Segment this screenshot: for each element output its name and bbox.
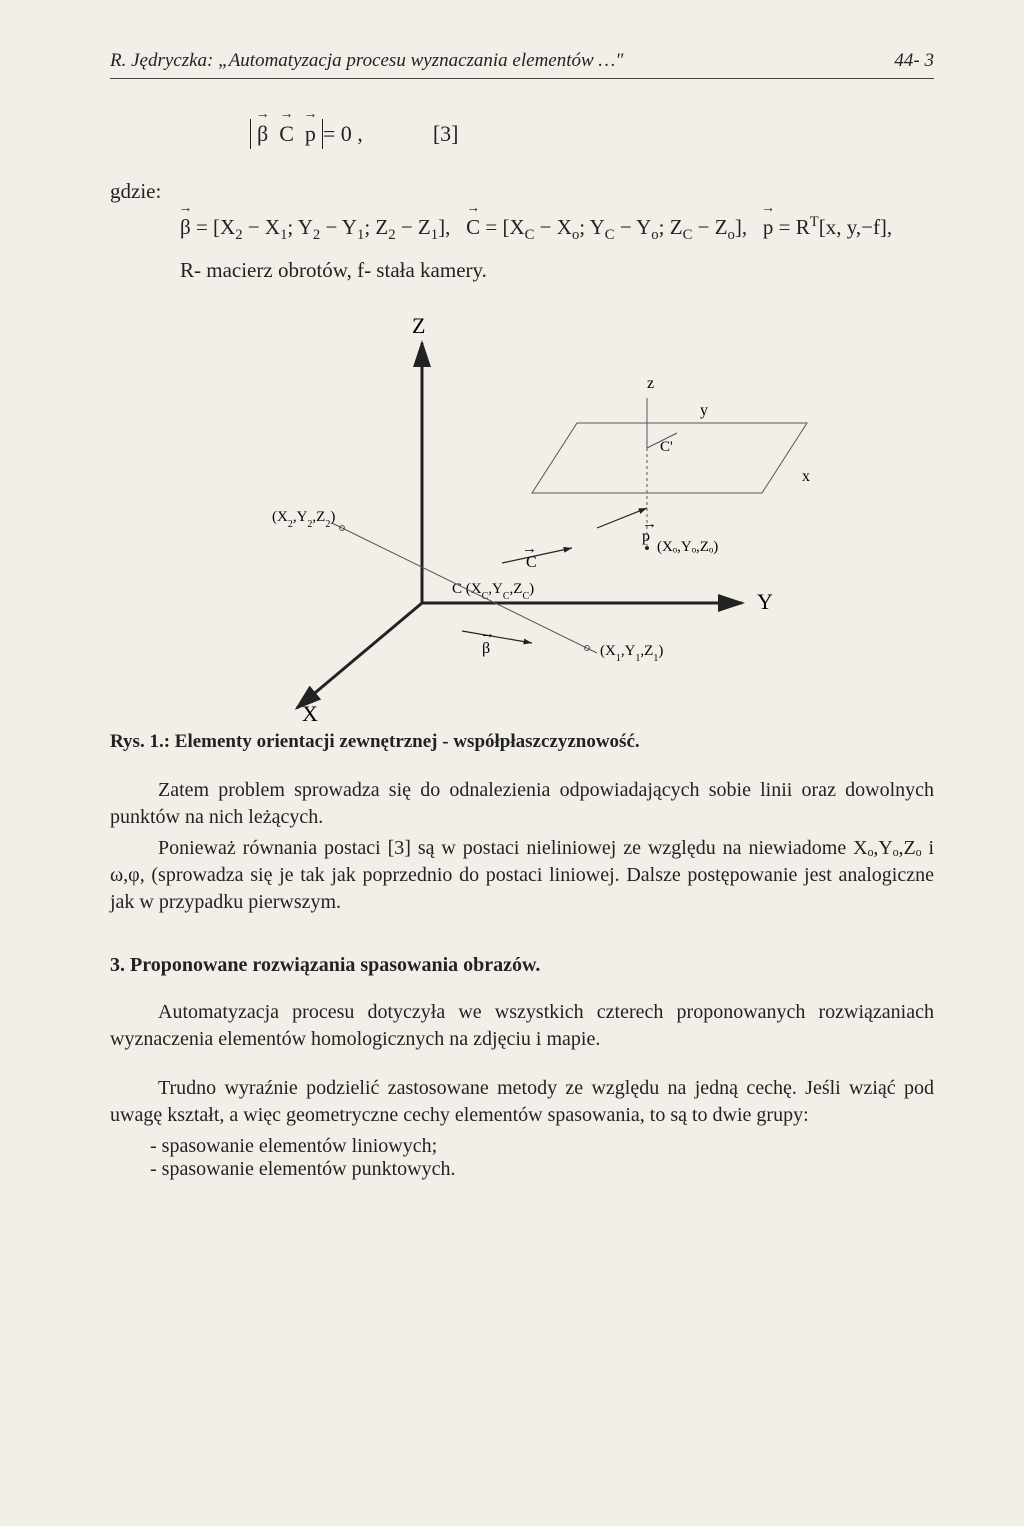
axis-Z-label: Z <box>412 313 425 338</box>
axis-X-label: X <box>302 701 318 723</box>
determinant-bars: β C p <box>250 119 323 149</box>
vec-beta-letter: β <box>482 640 490 657</box>
vector-p: p <box>305 121 316 147</box>
equation-3: β C p = 0 , [3] <box>250 119 934 149</box>
list-item-2: - spasowanie elementów punktowych. <box>150 1158 934 1181</box>
vector-C: C <box>279 121 294 147</box>
paragraph-4: Trudno wyraźnie podzielić zastosowane me… <box>110 1075 934 1129</box>
beta-def-text: = [X2 − X1; Y2 − Y1; Z2 − Z1], <box>196 215 461 239</box>
bullet-list: - spasowanie elementów liniowych; - spas… <box>150 1135 934 1181</box>
point-Cprime: C' <box>660 439 673 455</box>
running-header: R. Jędryczka: „Automatyzacja procesu wyz… <box>110 50 934 79</box>
label-XYZ1: (X1,Y1,Z1) <box>600 643 663 664</box>
axis-z-small: z <box>647 375 654 392</box>
label-XYZo: (Xₒ,Yₒ,Zₒ) <box>657 539 718 555</box>
vec-C-letter: C <box>526 554 537 571</box>
axis-Y-label: Y <box>757 589 773 614</box>
list-item-1: - spasowanie elementów liniowych; <box>150 1135 934 1158</box>
figure-caption: Rys. 1.: Elementy orientacji zewnętrznej… <box>110 731 934 753</box>
axis-y-small: y <box>700 402 708 419</box>
equation-definitions: β = [X2 − X1; Y2 − Y1; Z2 − Z1], C = [XC… <box>180 214 934 244</box>
paragraph-1: Zatem problem sprowadza się do odnalezie… <box>110 777 934 831</box>
equation-notes: R- macierz obrotów, f- stała kamery. <box>180 258 934 283</box>
vector-beta: β <box>257 121 268 147</box>
vec-p-letter: p <box>642 528 650 545</box>
eq-zero: = 0 , <box>323 121 363 147</box>
label-C-XYZc: C (XC,YC,ZC) <box>452 581 534 602</box>
figure-1: Z Y X z y x C' → p (Xₒ,Yₒ,Zₒ) → <box>110 303 934 723</box>
axis-x-small: x <box>802 468 810 485</box>
equation-number: [3] <box>433 121 459 147</box>
section-3-heading: 3. Proponowane rozwiązania spasowania ob… <box>110 954 934 977</box>
caption-text: Elementy orientacji zewnętrznej - współp… <box>175 731 640 752</box>
p-def-text: = RT[x, y,−f], <box>779 215 893 239</box>
where-label: gdzie: <box>110 179 934 204</box>
caption-prefix: Rys. 1.: <box>110 731 175 752</box>
header-left: R. Jędryczka: „Automatyzacja procesu wyz… <box>110 50 623 72</box>
label-XYZ2: (X2,Y2,Z2) <box>272 509 335 530</box>
header-page-number: 44- 3 <box>894 50 934 72</box>
C-def-text: = [XC − Xo; YC − Yo; ZC − Zo], <box>485 215 757 239</box>
vector-beta-def: β <box>180 215 191 240</box>
paragraph-3: Automatyzacja procesu dotyczyła we wszys… <box>110 999 934 1053</box>
vector-p-def: p <box>763 215 774 240</box>
paragraph-2: Ponieważ równania postaci [3] są w posta… <box>110 835 934 916</box>
page: R. Jędryczka: „Automatyzacja procesu wyz… <box>0 0 1024 1526</box>
vector-C-def: C <box>466 215 480 240</box>
